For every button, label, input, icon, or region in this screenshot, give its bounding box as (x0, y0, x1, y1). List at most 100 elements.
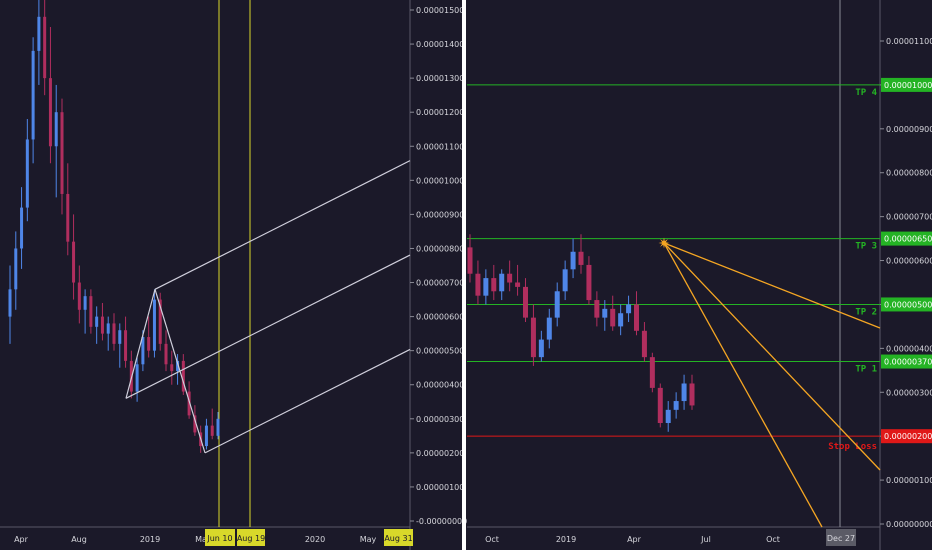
right-x-tick-label: 2019 (556, 535, 576, 544)
candle-body (618, 313, 624, 327)
left-y-tick-label: 0.00001300 (416, 74, 464, 83)
candle-body (204, 425, 208, 447)
candle-body (152, 299, 156, 351)
candle-body (554, 291, 560, 318)
crosshair-date-label: Dec 27 (827, 534, 855, 543)
pitchfork-lower-tine (204, 348, 411, 454)
level-name-label: TP 1 (855, 365, 877, 375)
date-highlight-badge (384, 529, 413, 546)
left-x-tick-label: Ma (195, 535, 207, 544)
level-price-badge (881, 354, 932, 369)
candle-body (657, 387, 663, 424)
candle-body (77, 282, 81, 310)
candle-body (626, 304, 632, 314)
candle-body (118, 330, 122, 344)
level-price-label: 0.00001000 (884, 81, 932, 90)
candle-body (530, 317, 536, 358)
candle-body (578, 251, 584, 265)
pitchfork-upper-tine (154, 160, 411, 290)
left-y-tick-label: 0.00000100 (416, 483, 464, 492)
right-y-tick-label: 0.00000800 (886, 169, 932, 178)
candle-body (158, 299, 162, 344)
pitchfork-handle (125, 289, 156, 399)
level-price-badge (881, 429, 932, 444)
candle-body (20, 207, 24, 249)
candle-body (610, 308, 616, 327)
left-chart-panel[interactable]: 0.00001500 0.00001400 0.00001300 0.00001200… (0, 0, 467, 550)
candle-body (170, 364, 174, 372)
candle-body (25, 139, 29, 208)
left-x-tick-label: 2019 (140, 535, 160, 544)
fan-line (663, 242, 823, 528)
candle-body (649, 357, 655, 388)
right-y-tick-label: 0.00000900 (886, 125, 932, 134)
candle-body (499, 273, 505, 292)
candle-body (216, 418, 220, 436)
right-x-tick-label: Apr (627, 535, 642, 544)
panel-separator (462, 0, 466, 550)
level-price-label: 0.00000650 (884, 235, 932, 244)
date-highlight-label: Aug 31 (384, 534, 412, 543)
candle-body (689, 383, 695, 406)
fan-origin-star-icon (658, 237, 670, 249)
candle-body (641, 330, 647, 358)
candle-body (72, 241, 76, 283)
level-name-label: Stop Loss (828, 442, 877, 452)
candle-body (538, 339, 544, 358)
right-y-tick-label: 0.00000700 (886, 213, 932, 222)
left-y-tick-label: 0.00000600 (416, 313, 464, 322)
candle-body (181, 360, 185, 392)
candle-body (176, 360, 180, 372)
left-y-tick-label: 0.00000200 (416, 449, 464, 458)
level-price-badge (881, 231, 932, 246)
date-highlight-badge (237, 529, 265, 546)
candle-body (37, 16, 41, 51)
candle-body (100, 316, 104, 334)
level-name-label: TP 3 (855, 242, 877, 252)
candle-body (570, 251, 576, 270)
right-y-tick-label: 0.00000600 (886, 257, 932, 266)
left-y-tick-label: 0.00000300 (416, 415, 464, 424)
candle-body (66, 193, 70, 242)
left-x-tick-label: Apr (14, 535, 29, 544)
right-y-tick-label: 0.00000000 (886, 520, 932, 529)
candle-body (483, 278, 489, 296)
candle-body (141, 337, 145, 365)
left-x-tick-label: 2020 (305, 535, 325, 544)
candle-body (210, 425, 214, 436)
candle-body (43, 16, 47, 79)
candle-body (8, 289, 12, 317)
pitchfork-median (125, 254, 411, 399)
level-price-label: 0.00000370 (884, 358, 932, 367)
candle-body (546, 317, 552, 340)
candle-body (83, 296, 87, 310)
candle-body (54, 112, 58, 147)
left-x-tick-label: Aug (71, 535, 87, 544)
candle-body (193, 415, 197, 433)
level-price-badge (881, 77, 932, 92)
right-chart-panel[interactable]: 0.00001100 0.00001000 0.00000900 0.00000800… (467, 0, 932, 550)
candle-body (665, 409, 671, 424)
left-y-tick-label: 0.00000800 (416, 244, 464, 253)
right-y-tick-label: 0.00000300 (886, 388, 932, 397)
candle-body (507, 273, 513, 283)
right-x-tick-label: Oct (766, 535, 780, 544)
candle-body (523, 286, 528, 318)
level-name-label: TP 4 (855, 88, 877, 98)
fan-line (663, 242, 881, 329)
right-y-tick-label: 0.00000100 (886, 476, 932, 485)
level-price-label: 0.00000500 (884, 300, 932, 309)
left-y-tick-label: 0.00001400 (416, 40, 464, 49)
candle-body (112, 323, 116, 344)
candle-body (124, 330, 128, 361)
candle-body (187, 391, 191, 416)
level-price-label: 0.00000200 (884, 432, 932, 441)
left-y-tick-label: 0.00000900 (416, 210, 464, 219)
candle-body (594, 300, 600, 318)
left-y-tick-label: 0.00001000 (416, 176, 464, 185)
candle-body (602, 308, 608, 318)
crosshair-date-badge (826, 529, 856, 546)
candle-body (14, 248, 18, 290)
candle-body (106, 323, 110, 334)
